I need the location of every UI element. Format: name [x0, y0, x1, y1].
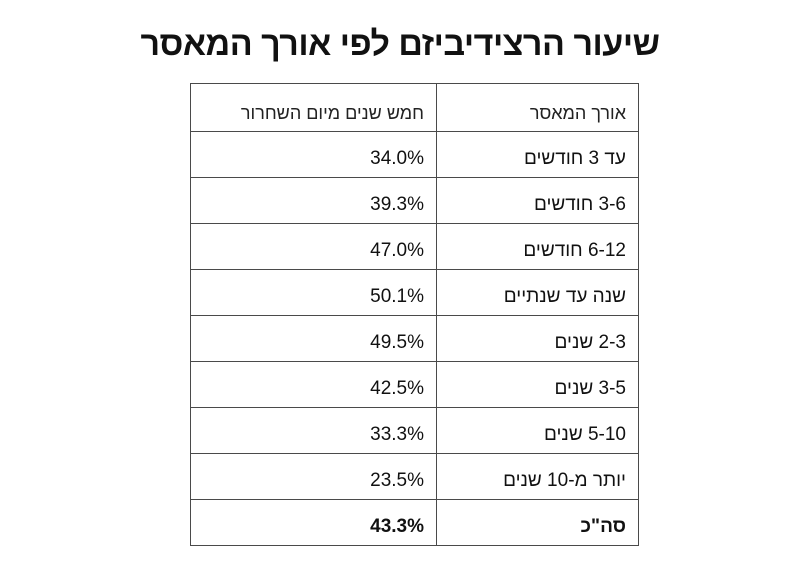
row-label: 3-5 שנים	[436, 361, 639, 408]
row-label: עד 3 חודשים	[436, 131, 639, 178]
row-value: 47.0%	[190, 223, 437, 270]
table-row: 6-12 חודשים 47.0%	[190, 223, 639, 270]
total-value: 43.3%	[190, 499, 437, 546]
row-label: 2-3 שנים	[436, 315, 639, 362]
column-header-sentence-length: אורך המאסר	[436, 83, 639, 132]
row-label: 5-10 שנים	[436, 407, 639, 454]
column-header-five-years: חמש שנים מיום השחרור	[190, 83, 437, 132]
table-row: שנה עד שנתיים 50.1%	[190, 269, 639, 316]
total-label: סה"כ	[436, 499, 639, 546]
row-value: 23.5%	[190, 453, 437, 500]
row-value: 50.1%	[190, 269, 437, 316]
row-label: יותר מ-10 שנים	[436, 453, 639, 500]
row-label: 6-12 חודשים	[436, 223, 639, 270]
row-value: 33.3%	[190, 407, 437, 454]
table-total-row: סה"כ 43.3%	[190, 499, 639, 546]
table-row: 5-10 שנים 33.3%	[190, 407, 639, 454]
table-row: 2-3 שנים 49.5%	[190, 315, 639, 362]
table-row: עד 3 חודשים 34.0%	[190, 131, 639, 178]
row-label: שנה עד שנתיים	[436, 269, 639, 316]
chart-title: שיעור הרצידיביזם לפי אורך המאסר	[140, 25, 660, 63]
row-label: 3-6 חודשים	[436, 177, 639, 224]
row-value: 39.3%	[190, 177, 437, 224]
table-row: יותר מ-10 שנים 23.5%	[190, 453, 639, 500]
recidivism-table: אורך המאסר חמש שנים מיום השחרור עד 3 חוד…	[190, 83, 639, 546]
table-header-row: אורך המאסר חמש שנים מיום השחרור	[190, 83, 639, 132]
row-value: 42.5%	[190, 361, 437, 408]
table-row: 3-5 שנים 42.5%	[190, 361, 639, 408]
table-row: 3-6 חודשים 39.3%	[190, 177, 639, 224]
row-value: 34.0%	[190, 131, 437, 178]
row-value: 49.5%	[190, 315, 437, 362]
